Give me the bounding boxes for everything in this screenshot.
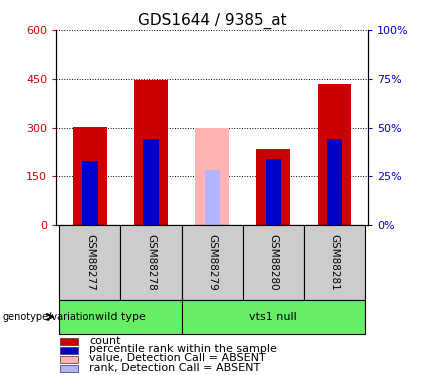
Bar: [134, 80, 168, 225]
Bar: [204, 170, 220, 225]
Bar: [327, 139, 342, 225]
Text: value, Detection Call = ABSENT: value, Detection Call = ABSENT: [90, 354, 266, 363]
Text: GSM88278: GSM88278: [146, 234, 156, 291]
FancyBboxPatch shape: [59, 225, 120, 300]
Text: GSM88277: GSM88277: [85, 234, 95, 291]
FancyBboxPatch shape: [59, 300, 181, 334]
Text: percentile rank within the sample: percentile rank within the sample: [90, 345, 277, 354]
Bar: [73, 127, 107, 225]
Text: rank, Detection Call = ABSENT: rank, Detection Call = ABSENT: [90, 363, 261, 372]
FancyBboxPatch shape: [181, 300, 365, 334]
Text: GSM88280: GSM88280: [268, 234, 278, 291]
FancyBboxPatch shape: [181, 225, 243, 300]
Bar: [60, 346, 78, 354]
FancyBboxPatch shape: [120, 225, 181, 300]
Text: wild type: wild type: [95, 312, 146, 322]
Bar: [60, 338, 78, 345]
Text: GSM88279: GSM88279: [207, 234, 217, 291]
Bar: [60, 364, 78, 372]
Bar: [82, 160, 97, 225]
Text: genotype/variation: genotype/variation: [2, 312, 95, 322]
Bar: [60, 356, 78, 363]
Bar: [266, 159, 281, 225]
FancyBboxPatch shape: [304, 225, 365, 300]
Text: vts1 null: vts1 null: [249, 312, 297, 322]
Bar: [318, 84, 351, 225]
Bar: [256, 149, 290, 225]
Text: GSM88281: GSM88281: [330, 234, 339, 291]
Text: count: count: [90, 336, 121, 345]
FancyBboxPatch shape: [243, 225, 304, 300]
Bar: [195, 129, 229, 225]
Title: GDS1644 / 9385_at: GDS1644 / 9385_at: [138, 12, 287, 28]
Bar: [143, 139, 158, 225]
